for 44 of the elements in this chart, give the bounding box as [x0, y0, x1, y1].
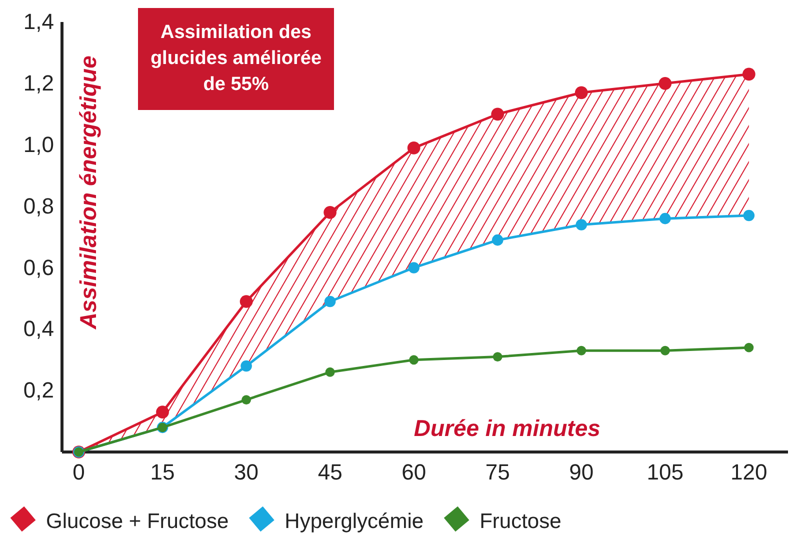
point [324, 206, 336, 219]
point [743, 210, 755, 222]
point [325, 367, 335, 377]
y-tick-label: 0,2 [23, 378, 54, 403]
point [576, 219, 588, 230]
point [240, 295, 253, 308]
x-tick-label: 90 [569, 460, 594, 485]
point [492, 234, 504, 246]
x-tick-label: 30 [234, 460, 259, 485]
y-tick-label: 0,6 [23, 254, 54, 280]
point [660, 346, 670, 356]
x-tick-label: 15 [150, 460, 175, 485]
point [156, 406, 169, 418]
x-tick-label: 120 [730, 460, 768, 485]
point [408, 262, 420, 274]
x-tick-label: 0 [72, 460, 85, 485]
point [576, 346, 586, 356]
point [242, 395, 252, 404]
point [407, 142, 420, 154]
point [742, 68, 756, 81]
annotation: Assimilation des glucides améliorée de 55% [150, 22, 322, 95]
x-tick-label: 105 [646, 460, 684, 485]
legend-label: Glucose + Fructose [46, 510, 229, 533]
x-tick-label: 45 [318, 460, 342, 485]
y-tick-label: 1,4 [23, 9, 54, 34]
y-tick-label: 1,0 [23, 132, 54, 157]
point [574, 86, 588, 100]
point [659, 212, 671, 224]
y-tick-label: 0,8 [23, 193, 54, 218]
point [491, 108, 504, 121]
x-tick-label: 75 [485, 460, 510, 485]
point [744, 342, 754, 352]
y-tick-label: 0,4 [23, 316, 54, 342]
y-axis-title: Assimilation énergétique [75, 55, 101, 330]
point [409, 355, 419, 365]
point [324, 296, 336, 308]
legend-label: Hyperglycémie [284, 510, 424, 533]
point [658, 77, 672, 90]
legend-label: Fructose [480, 510, 562, 533]
x-tick-label: 60 [402, 460, 426, 485]
point [240, 360, 252, 372]
x-axis-title: Durée in minutes [414, 415, 600, 441]
y-tick-label: 1,2 [23, 70, 54, 96]
point [492, 352, 502, 362]
